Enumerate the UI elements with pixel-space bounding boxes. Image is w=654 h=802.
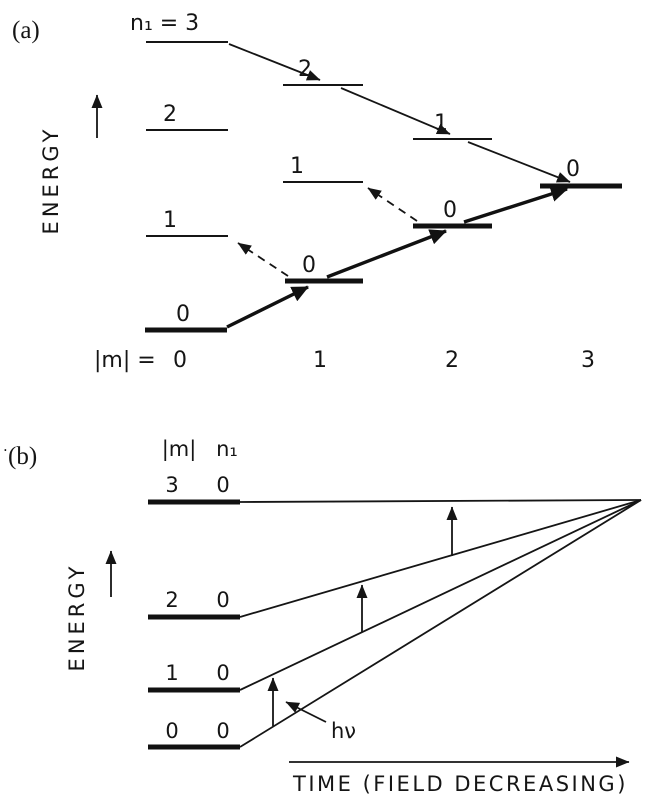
m-axis-value-2: 2 [445,348,459,373]
arrow-m1n2-to-m2n1-icon [340,87,451,135]
label-b-m3-n: 0 [216,473,229,497]
label-b-m0-m: 0 [165,719,178,743]
m-axis-prefix: |m| = [94,348,156,373]
fan-line-m2 [239,499,642,618]
hv-label: hν [331,719,356,743]
fan-line-m0 [239,499,642,748]
label-m1-n0: 0 [302,253,316,278]
arrow-m0n0-to-m1n0-icon [226,285,309,329]
m-axis-value-1: 1 [313,348,327,373]
m-axis-value-3: 3 [581,348,595,373]
label-m0-n2: 2 [163,102,177,127]
label-m2-n0: 0 [443,198,457,223]
panel-b-label: (b) [8,443,37,470]
fan-line-m3 [239,499,642,503]
arrow-m2n1-to-m3n0-icon [467,141,571,183]
panel-b-energy-axis-label: ENERGY [65,563,89,672]
label-m0-n0: 0 [176,302,190,327]
panel-a-label: (a) [12,17,40,44]
arrow-m0n3-to-m1n2-icon [228,43,321,81]
panel-a-n1-header: n₁ = 3 [130,11,199,36]
label-b-m2-n: 0 [216,588,229,612]
label-m1-n2: 2 [298,57,312,82]
label-m0-n1: 1 [163,208,177,233]
m-axis-value-0: 0 [173,348,187,373]
label-m3-n0: 0 [566,157,580,182]
panel-a: (a) ENERGY n₁ = 3 2 1 0 2 1 0 1 0 0 [12,11,622,373]
panel-b: . (b) |m| n₁ ENERGY 3 0 2 0 1 0 0 0 hν [3,437,642,796]
hv-pointer-arrow-icon [285,701,327,723]
arrow-m2n0-to-m3n0-icon [463,186,568,224]
stray-mark: . [3,437,8,455]
column-header-n1: n₁ [216,437,238,461]
dashed-arrow-m2n0-to-m1n1-icon [367,187,418,222]
time-axis-label: TIME (FIELD DECREASING) [292,772,628,796]
label-b-m0-n: 0 [216,719,229,743]
label-b-m3-m: 3 [165,473,178,497]
column-header-m: |m| [162,437,197,462]
dashed-arrow-m1n0-to-m0n1-icon [237,242,289,277]
panel-a-energy-axis-label: ENERGY [39,126,63,235]
arrow-m1n0-to-m2n0-icon [326,229,447,279]
fan-line-m1 [239,499,642,691]
label-b-m1-m: 1 [165,661,178,685]
label-b-m1-n: 0 [216,661,229,685]
label-b-m2-m: 2 [165,588,178,612]
label-m1-n1: 1 [290,154,304,179]
